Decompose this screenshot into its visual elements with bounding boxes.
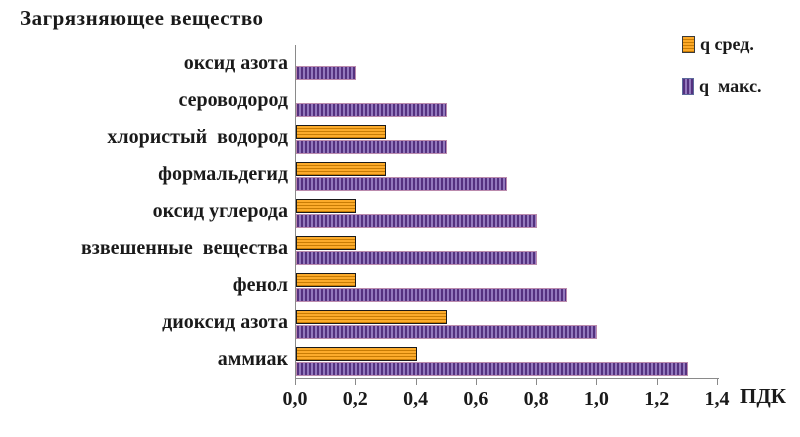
bar-avg xyxy=(296,199,357,213)
x-axis-tick xyxy=(717,379,718,385)
chart-row xyxy=(296,341,718,378)
chart-row xyxy=(296,304,718,341)
bar-avg xyxy=(296,310,447,324)
chart-title: Загрязняющее вещество xyxy=(20,6,264,30)
bar-max xyxy=(296,177,507,191)
chart-legend: q сред. q макс. xyxy=(682,34,762,118)
x-axis-tick-label: 0,8 xyxy=(523,388,549,410)
chart-row xyxy=(296,82,718,119)
chart-row xyxy=(296,156,718,193)
category-label: оксид азота xyxy=(183,52,288,74)
bar-max xyxy=(296,288,568,302)
category-label: сероводород xyxy=(178,89,289,111)
x-axis-tick xyxy=(656,379,658,385)
x-axis-tick-label: 1,0 xyxy=(583,388,609,410)
x-axis-tick-label: 0,4 xyxy=(403,388,429,410)
category-label: фенол xyxy=(232,274,288,296)
x-axis-tick-label: 0,2 xyxy=(342,388,368,410)
x-axis-line xyxy=(295,378,719,379)
x-axis-tick-label: 0,0 xyxy=(282,388,308,410)
category-label: аммиак xyxy=(217,348,288,370)
chart-row xyxy=(296,193,718,230)
bar-avg xyxy=(296,347,417,361)
chart-row xyxy=(296,119,718,156)
bar-avg xyxy=(296,236,357,250)
chart-row xyxy=(296,267,718,304)
category-label: формальдегид xyxy=(158,163,288,185)
bar-max xyxy=(296,103,447,117)
x-axis-tick xyxy=(355,379,357,385)
chart-row xyxy=(296,45,718,82)
bar-avg xyxy=(296,125,387,139)
bar-max xyxy=(296,66,357,80)
bar-max xyxy=(296,251,538,265)
bar-max xyxy=(296,214,538,228)
category-label: диоксид азота xyxy=(162,311,288,333)
x-axis-tick xyxy=(475,379,477,385)
bar-max xyxy=(296,362,688,376)
x-axis-tick-label: 0,6 xyxy=(463,388,489,410)
category-axis-labels: оксид азота сероводород хлористый водород ф… xyxy=(0,45,288,378)
bar-avg xyxy=(296,162,387,176)
category-label: оксид углерода xyxy=(152,200,288,222)
bar-max xyxy=(296,140,447,154)
bar-avg xyxy=(296,273,357,287)
legend-item-max: q макс. xyxy=(682,76,762,97)
category-label: хлористый водород xyxy=(107,126,288,148)
bar-max xyxy=(296,325,598,339)
legend-label-avg: q сред. xyxy=(700,34,754,54)
x-axis-tick-label: 1,2 xyxy=(644,388,670,410)
category-label: взвешенные вещества xyxy=(80,237,288,259)
plot-area xyxy=(295,45,718,378)
max-series-swatch-icon xyxy=(682,78,694,95)
legend-item-avg: q сред. xyxy=(682,34,762,55)
x-axis-tick-label: 1,4 xyxy=(704,388,730,410)
legend-label-max: q макс. xyxy=(699,76,762,96)
x-axis-tick xyxy=(536,379,538,385)
chart-row xyxy=(296,230,718,267)
avg-series-swatch-icon xyxy=(682,36,695,53)
x-axis-unit-label: ПДК xyxy=(740,384,787,408)
x-axis-tick xyxy=(295,379,296,385)
x-axis-tick xyxy=(596,379,598,385)
x-axis-tick xyxy=(415,379,417,385)
